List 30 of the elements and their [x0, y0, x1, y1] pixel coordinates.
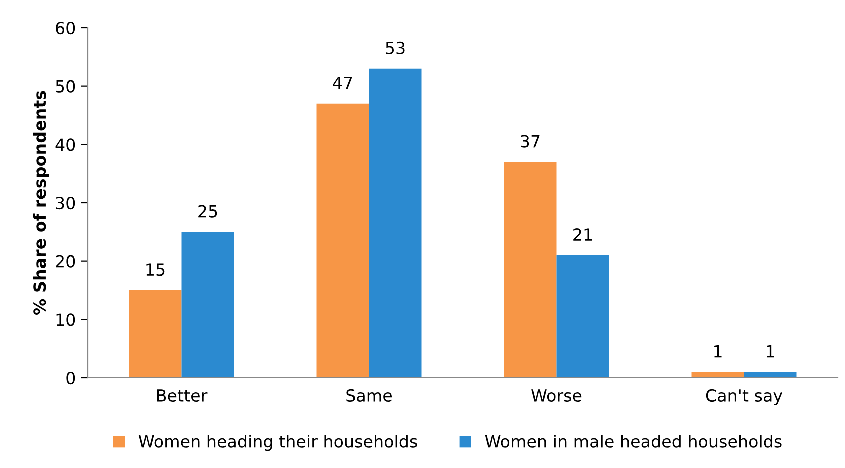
bar	[129, 290, 182, 378]
legend-label: Women in male headed households	[485, 435, 782, 448]
bar	[316, 104, 370, 378]
bar	[556, 256, 610, 378]
x-tick-label: Can't say	[706, 389, 783, 406]
y-tick-label: 10	[56, 314, 76, 326]
y-tick-label: 40	[56, 138, 76, 152]
y-tick-label: 60	[56, 22, 76, 35]
data-label: 1	[714, 345, 722, 358]
y-tick-label: 30	[56, 196, 76, 210]
bar	[182, 232, 234, 378]
data-label: 37	[521, 135, 540, 148]
x-tick-label: Same	[346, 389, 392, 402]
bar	[692, 372, 744, 378]
data-label: 1	[767, 345, 774, 358]
x-tick-label: Worse	[532, 390, 582, 402]
bar	[744, 372, 797, 378]
bar	[504, 162, 557, 378]
y-tick-label: 50	[56, 80, 76, 93]
data-label: 21	[574, 228, 592, 241]
legend-label: Women heading their households	[138, 435, 418, 452]
data-label: 47	[333, 77, 352, 90]
bar	[369, 68, 422, 378]
y-tick-label: 20	[56, 255, 76, 268]
data-label: 15	[146, 264, 165, 276]
y-axis-title: % Share of respondents	[33, 91, 50, 316]
data-label: 25	[198, 205, 218, 218]
x-tick-label: Better	[157, 390, 208, 402]
y-tick-label: 0	[66, 372, 76, 385]
data-label: 53	[386, 42, 405, 54]
